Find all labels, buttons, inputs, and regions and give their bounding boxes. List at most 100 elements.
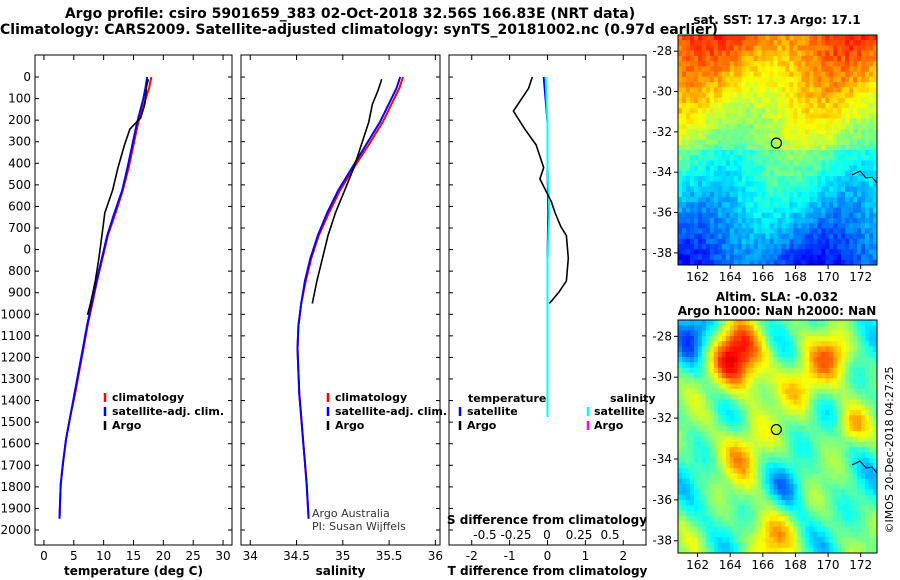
map-cell [681, 441, 687, 448]
map-cell [869, 547, 874, 554]
map-cell [813, 457, 818, 464]
map-cell [761, 372, 766, 379]
map-cell [781, 494, 786, 501]
map-cell [773, 165, 778, 172]
map-cell [789, 217, 794, 224]
map-cell [825, 335, 830, 342]
map-cell [869, 447, 874, 453]
map-cell [865, 521, 870, 527]
map-cell [685, 500, 691, 506]
map-cell [813, 447, 818, 453]
map-cell [685, 66, 691, 72]
map-cell [845, 139, 850, 146]
map-cell [801, 102, 806, 109]
map-cell [678, 500, 683, 506]
map-cell [837, 447, 842, 453]
map-cell [865, 383, 870, 390]
map-cell [717, 186, 723, 193]
map-cell [717, 537, 723, 543]
map-cell [753, 478, 758, 485]
map-cell [777, 113, 782, 120]
map-cell [833, 35, 838, 41]
map-cell [737, 123, 743, 130]
map-cell [873, 505, 878, 512]
map-cell [785, 45, 790, 52]
map-cell [869, 542, 874, 549]
map-cell [801, 325, 806, 331]
map-cell [721, 505, 727, 512]
map-cell [689, 108, 695, 114]
map-cell [681, 388, 687, 395]
map-cell [685, 457, 691, 464]
map-cell [681, 113, 687, 120]
map-cell [865, 165, 870, 172]
map-cell [789, 223, 794, 229]
map-cell [853, 233, 858, 240]
map-cell [817, 191, 822, 198]
map-cell [853, 129, 858, 135]
map-cell [729, 197, 735, 203]
map-cell [749, 223, 755, 229]
map-cell [809, 259, 814, 266]
map-cell [821, 452, 826, 459]
map-cell [801, 144, 806, 151]
map-cell [737, 170, 743, 177]
map-cell [813, 66, 818, 72]
map-cell [733, 341, 739, 347]
map-cell [789, 97, 794, 104]
map-cell [717, 155, 723, 161]
legend-label: satellite [594, 405, 645, 418]
map-cell [825, 547, 830, 554]
map-cell [749, 515, 755, 522]
map-cell [741, 102, 747, 109]
map-cell [678, 335, 683, 342]
map-cell [777, 505, 782, 512]
map-cell [797, 197, 802, 203]
map-cell [817, 45, 822, 52]
map-cell [873, 478, 878, 485]
map-cell [725, 61, 731, 67]
map-cell [737, 388, 743, 395]
map-cell [705, 212, 711, 219]
map-cell [793, 176, 798, 182]
map-cell [837, 191, 842, 198]
map-cell [829, 330, 834, 337]
map-cell [769, 468, 774, 474]
map-cell [753, 102, 758, 109]
map-cell [749, 108, 755, 114]
map-cell [861, 259, 866, 266]
map-cell [713, 170, 719, 177]
map-cell [841, 228, 846, 235]
map-cell [873, 335, 878, 342]
map-cell [741, 139, 747, 146]
map-cell [789, 378, 794, 384]
map-cell [789, 330, 794, 337]
map-cell [753, 505, 758, 512]
map-cell [865, 108, 870, 114]
map-cell [753, 217, 758, 224]
map-cell [709, 118, 715, 125]
map-cell [765, 484, 770, 490]
map-cell [853, 473, 858, 480]
map-cell [737, 97, 743, 104]
map-cell [841, 394, 846, 400]
map-cell [697, 40, 703, 46]
map-cell [793, 66, 798, 72]
map-cell [721, 228, 727, 235]
map-cell [741, 351, 747, 358]
map-cell [817, 217, 822, 224]
map-cell [678, 92, 683, 99]
coastline [851, 460, 878, 474]
map-cell [701, 500, 707, 506]
map-cell [737, 197, 743, 203]
map-cell [841, 500, 846, 506]
map-cell [689, 436, 695, 443]
map-cell [689, 259, 695, 266]
map-cell [725, 489, 731, 496]
map-cell [721, 394, 727, 400]
map-cell [773, 420, 778, 427]
map-cell [697, 170, 703, 177]
map-cell [721, 436, 727, 443]
map-cell [841, 521, 846, 527]
map-cell [857, 505, 862, 512]
